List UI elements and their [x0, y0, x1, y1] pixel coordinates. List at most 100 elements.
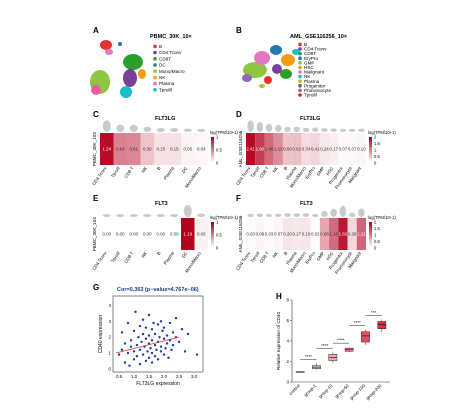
legend-dot — [153, 57, 157, 61]
y-tick: 8 — [287, 298, 290, 303]
panel-d-gene: FLT3LG — [300, 116, 320, 122]
heatmap-value: 0.60 — [283, 147, 292, 152]
heatmap-category: DC — [181, 166, 189, 174]
violin-mark — [143, 214, 152, 217]
heatmap-row-label: AML_GSE116256 — [238, 130, 243, 167]
heatmap-category: EryPro — [304, 250, 316, 264]
umap-cluster-b — [100, 40, 112, 50]
heatmap-category: GMP — [315, 251, 325, 262]
legend-label: B — [304, 42, 307, 47]
scatter-point — [120, 348, 124, 352]
legend-gradient-step — [369, 245, 372, 249]
scatter-point — [159, 320, 163, 323]
y-tick: 0 — [287, 380, 290, 385]
legend-gradient-step — [369, 137, 372, 140]
heatmap-category: NK — [272, 166, 280, 174]
legend-title: log(TPM/10+1) — [368, 130, 396, 135]
umap-aml-plasma — [259, 84, 265, 88]
heatmap-cell — [167, 218, 181, 250]
legend-label: Plasma — [159, 81, 175, 86]
umap-aml-malignant — [254, 51, 270, 65]
umap-cluster-plasma — [105, 49, 113, 55]
legend-gradient-step — [211, 154, 214, 157]
x-category: group-100 — [349, 383, 367, 401]
umap-cluster-cd4 — [123, 69, 137, 87]
scatter-point — [171, 343, 175, 347]
scatter-point — [156, 358, 160, 361]
legend-gradient-step — [211, 152, 214, 155]
heatmap-category: GMP — [315, 166, 325, 177]
heatmap-cell — [301, 133, 311, 165]
scatter-point — [141, 318, 145, 321]
x-tick: 1.5 — [146, 374, 153, 379]
legend-label: CD8T — [159, 56, 171, 61]
heatmap-category: B — [283, 251, 289, 256]
heatmap-value: 1.21 — [357, 232, 366, 237]
scatter-point — [138, 362, 142, 366]
heatmap-category: Tprolif — [250, 165, 262, 178]
scatter-point — [167, 356, 170, 359]
legend-gradient-step — [211, 241, 214, 244]
legend-gradient-step — [211, 224, 214, 227]
heatmap-cell — [338, 133, 348, 165]
legend-gradient-step — [211, 239, 214, 242]
heatmap-cell — [347, 133, 357, 165]
y-tick: 6 — [287, 318, 290, 323]
heatmap-category: CD4 Tconv — [91, 250, 108, 271]
violin-mark — [156, 214, 165, 217]
legend-gradient-step — [211, 145, 214, 149]
scatter-point — [126, 351, 130, 355]
legend-gradient-step — [369, 154, 372, 157]
umap-aml — [242, 45, 300, 88]
legend-gradient-step — [369, 239, 372, 242]
scatter-point — [128, 364, 131, 367]
scatter-point — [138, 348, 142, 352]
violin-mark — [330, 128, 337, 132]
violin-mark — [247, 213, 254, 217]
umap-cluster-cd8t — [123, 54, 143, 70]
scatter-point — [137, 335, 140, 339]
legend-tick: 1.5 — [374, 226, 380, 231]
x-category: group-200 — [365, 383, 383, 401]
legend-dot — [153, 50, 157, 55]
heatmap-value: 0.00 — [129, 232, 138, 237]
heatmap-value: 0.17 — [329, 147, 338, 152]
scatter-point — [135, 354, 139, 358]
legend-label: Promonocyte — [304, 88, 332, 93]
legend-gradient-step — [211, 143, 214, 146]
violin-mark — [156, 127, 165, 132]
box-body — [377, 321, 387, 329]
heatmap-cell — [194, 133, 208, 165]
legend-dot — [298, 88, 302, 93]
scatter-point — [129, 345, 133, 348]
scatter-point — [129, 339, 133, 342]
scatter-point — [147, 313, 151, 317]
umap-aml-erypro — [270, 45, 282, 55]
heatmap-row-label: PBMC_30K_10X — [92, 217, 97, 252]
legend-gradient-step — [211, 228, 214, 231]
y-tick: 2 — [287, 359, 290, 364]
heatmap-cell — [310, 133, 320, 165]
heatmap-cell — [319, 133, 330, 165]
heatmap-value: 1.46 — [265, 147, 274, 152]
legend-tick: 1 — [374, 233, 377, 238]
y-axis-label: CD40 expression — [98, 315, 104, 354]
scatter-point — [150, 339, 154, 342]
heatmap-value: 0.05 — [183, 147, 192, 152]
scatter-point — [161, 329, 164, 333]
legend-label: GMP — [304, 60, 314, 65]
heatmap-cell — [181, 133, 195, 165]
heatmap-category: EryPro — [304, 165, 316, 179]
panel-b-title: AML_GSE116256_10× — [290, 34, 347, 40]
x-category: control — [288, 383, 301, 396]
violin-mark — [265, 123, 273, 132]
legend-gradient-step — [369, 160, 372, 164]
heatmap-value: 0.41 — [311, 147, 320, 152]
legend-gradient-step — [369, 158, 372, 162]
plot-frame — [112, 295, 204, 373]
legend-gradient-step — [369, 243, 372, 247]
legend-gradient-step — [369, 237, 372, 240]
scatter-point — [156, 323, 160, 326]
